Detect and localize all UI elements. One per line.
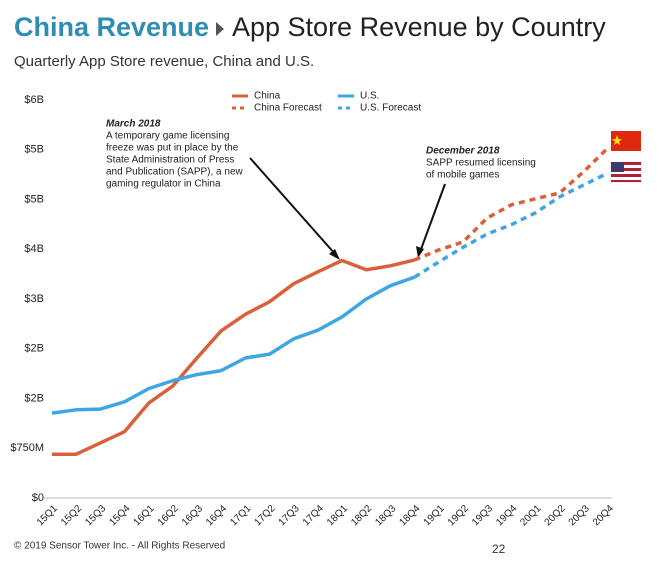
y-tick-label: $6B	[24, 94, 44, 106]
x-tick-label: 20Q4	[591, 503, 616, 528]
series-line	[51, 275, 416, 415]
x-tick-label: 16Q1	[132, 503, 157, 528]
y-tick-label: $5B	[24, 193, 44, 205]
annotation-text: of mobile games	[426, 170, 499, 181]
x-tick-label: 15Q4	[107, 503, 132, 528]
annotation-title: December 2018	[426, 146, 500, 157]
annotation-text: State Administration of Press	[106, 155, 234, 166]
x-tick-label: 18Q2	[349, 503, 374, 528]
x-tick-label: 18Q4	[398, 503, 423, 528]
annotation-text: and Publication (SAPP), a new	[106, 167, 244, 178]
annotation-arrowhead	[416, 246, 424, 258]
y-tick-label: $5B	[24, 144, 44, 156]
x-tick-label: 16Q4	[204, 503, 229, 528]
x-tick-label: 19Q2	[446, 503, 471, 528]
subtitle: Quarterly App Store revenue, China and U…	[14, 53, 314, 70]
y-tick-label: $750M	[10, 442, 44, 454]
y-tick-label: $2B	[24, 392, 44, 404]
us-flag	[610, 161, 642, 183]
x-tick-label: 18Q1	[325, 503, 350, 528]
x-tick-label: 19Q3	[470, 503, 495, 528]
y-tick-label: $0	[32, 492, 44, 504]
series-line	[413, 171, 609, 279]
chart-title: App Store Revenue by Country	[232, 12, 606, 42]
breadcrumb-arrow	[216, 22, 224, 36]
page-number: 22	[492, 542, 506, 556]
x-tick-label: 16Q2	[156, 503, 181, 528]
x-tick-label: 18Q3	[373, 503, 398, 528]
annotation-text: A temporary game licensing	[106, 131, 229, 142]
x-tick-label: 20Q1	[518, 503, 543, 528]
x-tick-label: 15Q1	[35, 503, 60, 528]
x-tick-label: 20Q3	[567, 503, 592, 528]
x-tick-label: 17Q4	[301, 503, 326, 528]
x-tick-label: 16Q3	[180, 503, 205, 528]
series-line	[413, 146, 610, 262]
y-tick-label: $4B	[24, 243, 44, 255]
x-tick-label: 17Q1	[228, 503, 253, 528]
x-tick-label: 15Q3	[83, 503, 108, 528]
legend-label: U.S.	[360, 91, 379, 102]
y-tick-label: $2B	[24, 343, 44, 355]
series-line	[52, 258, 416, 456]
footer: © 2019 Sensor Tower Inc. - All Rights Re…	[14, 541, 225, 552]
annotation-arrowhead	[329, 249, 340, 260]
legend-label: China Forecast	[254, 103, 322, 114]
x-tick-label: 17Q2	[252, 503, 277, 528]
breadcrumb: China Revenue	[14, 12, 209, 42]
annotation-text: gaming regulator in China	[106, 179, 221, 190]
annotation-arrow	[419, 183, 446, 253]
x-tick-label: 15Q2	[59, 503, 84, 528]
annotation-title: March 2018	[106, 119, 161, 130]
x-tick-label: 17Q3	[277, 503, 302, 528]
legend-label: U.S. Forecast	[360, 103, 421, 114]
y-tick-label: $3B	[24, 293, 44, 305]
x-tick-label: 19Q4	[494, 503, 519, 528]
x-tick-label: 19Q1	[422, 503, 447, 528]
annotation-arrow	[249, 157, 337, 256]
annotation-text: SAPP resumed licensing	[426, 158, 536, 169]
legend-label: China	[254, 91, 281, 102]
china-flag	[611, 131, 641, 151]
x-tick-label: 20Q2	[543, 503, 568, 528]
annotation-text: freeze was put in place by the	[106, 143, 239, 154]
